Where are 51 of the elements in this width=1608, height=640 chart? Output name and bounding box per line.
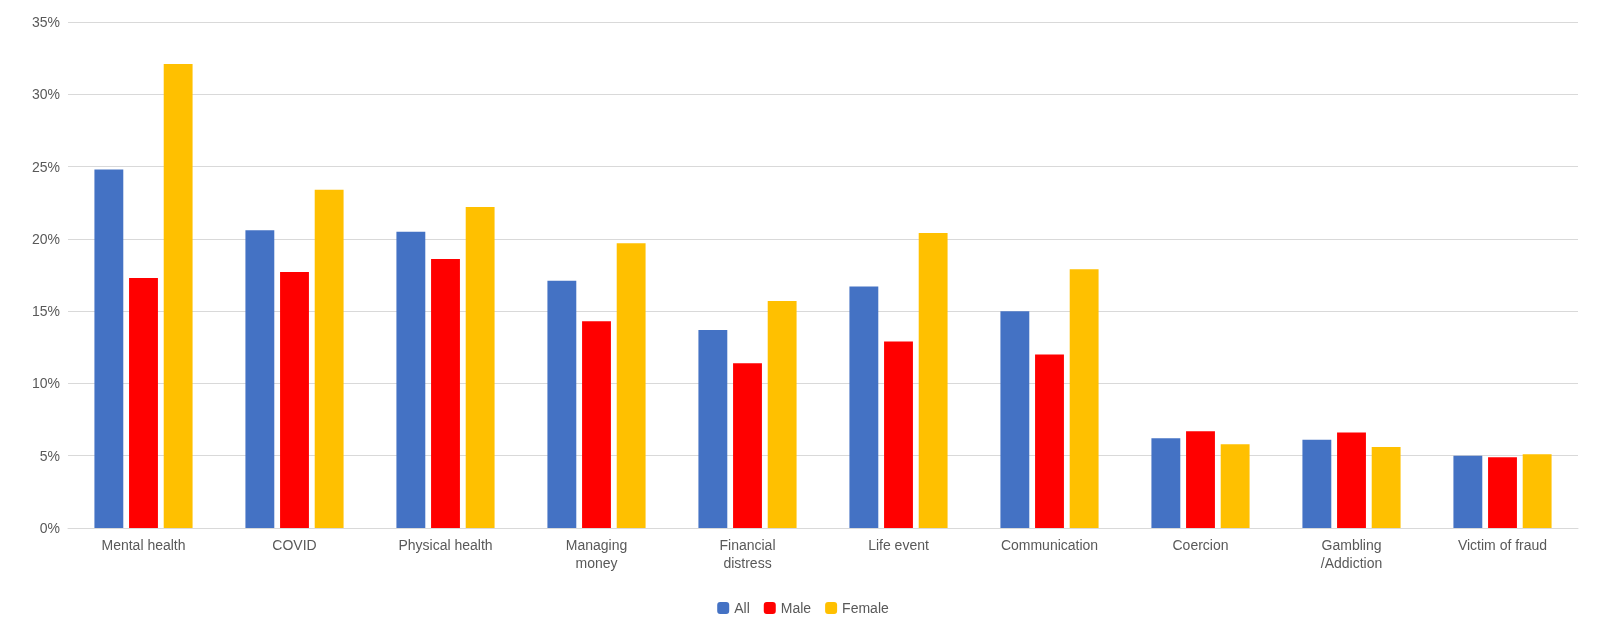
bar	[733, 363, 762, 528]
bar	[245, 230, 275, 528]
bar	[314, 189, 344, 528]
bar	[431, 259, 460, 528]
x-tick-label: Managing money	[565, 537, 628, 571]
bar	[1337, 432, 1366, 528]
legend-label: Male	[780, 600, 812, 616]
bar	[1302, 439, 1332, 528]
bar	[1522, 454, 1552, 528]
legend-label: All	[734, 600, 750, 616]
bar	[1220, 444, 1250, 528]
x-tick-label: COVID	[272, 537, 317, 553]
bar	[1069, 269, 1099, 528]
bar	[918, 233, 948, 528]
bar	[1371, 447, 1401, 528]
bar	[1000, 311, 1030, 528]
bar	[1488, 457, 1517, 528]
y-tick-label: 25%	[31, 158, 60, 175]
bar	[767, 301, 797, 528]
y-tick-label: 35%	[31, 14, 60, 30]
y-tick-label: 10%	[31, 375, 60, 392]
bar	[280, 272, 309, 528]
bar	[465, 207, 495, 528]
y-tick-label: 15%	[31, 303, 60, 320]
x-tick-label: Communication	[1000, 537, 1099, 553]
x-tick-label: Gambling /Addiction	[1320, 537, 1383, 571]
y-tick-label: 5%	[39, 447, 60, 464]
bar	[1453, 455, 1483, 528]
bar	[582, 321, 611, 528]
x-tick-label: Mental health	[101, 537, 186, 553]
bar	[884, 341, 913, 528]
bar	[547, 280, 577, 528]
bar	[94, 169, 124, 528]
x-tick-label: Physical health	[398, 537, 493, 553]
bar	[1035, 354, 1064, 528]
bar	[698, 329, 728, 528]
x-tick-label: Victim of fraud	[1457, 537, 1548, 553]
bar	[616, 243, 646, 528]
bar	[849, 286, 879, 528]
x-tick-label: Financial distress	[719, 537, 776, 571]
bar	[396, 231, 426, 528]
bar	[163, 63, 193, 528]
x-tick-label: Coercion	[1172, 537, 1229, 553]
bar	[1151, 438, 1181, 528]
y-tick-label: 20%	[31, 230, 60, 247]
y-tick-label: 0%	[39, 520, 60, 536]
legend-label: Female	[842, 600, 890, 616]
y-tick-label: 30%	[31, 86, 60, 103]
bar	[1186, 431, 1215, 528]
x-tick-label: Life event	[868, 537, 929, 553]
bar	[129, 277, 158, 528]
